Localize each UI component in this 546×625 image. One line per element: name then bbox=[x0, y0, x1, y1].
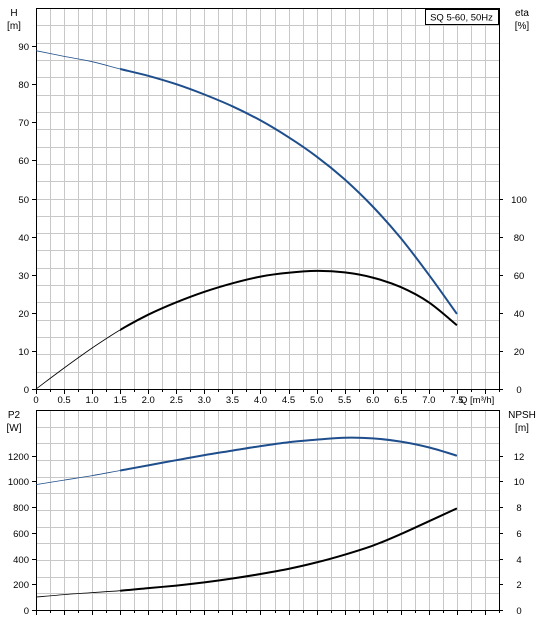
left-axis-unit: [W] bbox=[7, 423, 22, 434]
x-axis-tick-label: 6.5 bbox=[394, 395, 407, 406]
lower-panel: 0 200 400 600 800 1000 1200 0 2 4 6 8 10 12 P2 [W] NPSH [… bbox=[7, 410, 536, 617]
right-axis-tick-label: 10 bbox=[514, 477, 525, 488]
right-axis-tick-label: 12 bbox=[514, 452, 525, 463]
x-axis-tick-label: 1.0 bbox=[86, 395, 99, 406]
right-axis-tick-label: 100 bbox=[511, 195, 527, 206]
x-axis-tick-label: 7.5 bbox=[450, 395, 463, 406]
right-axis-unit: [m] bbox=[515, 423, 529, 434]
x-axis-tick-label: 5.0 bbox=[310, 395, 323, 406]
x-axis-tick-label: 2.5 bbox=[170, 395, 183, 406]
series-line-2 bbox=[120, 269, 458, 332]
plot-frame bbox=[36, 410, 500, 611]
x-axis-tick-label: 4.5 bbox=[282, 395, 295, 406]
left-axis-tick-label: 0 bbox=[24, 606, 29, 617]
x-axis-tick-label: 0 bbox=[33, 395, 38, 406]
left-axis-tick-label: 1200 bbox=[8, 452, 29, 463]
x-axis-tick-label: 1.5 bbox=[114, 395, 127, 406]
legend-box bbox=[425, 9, 499, 25]
right-axis-tick-label: 40 bbox=[514, 309, 525, 320]
right-axis-tick-label: 80 bbox=[514, 233, 525, 244]
x-axis-tick-label: 5.5 bbox=[338, 395, 351, 406]
left-axis-tick-label: 0 bbox=[24, 385, 29, 396]
x-axis-tick-label: 0.5 bbox=[57, 395, 70, 406]
right-axis-tick-label: 0 bbox=[516, 385, 521, 396]
x-axis-tick-label: 2.0 bbox=[142, 395, 155, 406]
left-axis-tick-label: 60 bbox=[18, 156, 29, 167]
right-axis-label: eta bbox=[515, 8, 529, 19]
right-axis-unit: [%] bbox=[515, 21, 530, 32]
left-axis-label: H bbox=[10, 8, 17, 19]
right-axis-tick-label: 0 bbox=[516, 606, 521, 617]
left-axis-tick-label: 30 bbox=[18, 271, 29, 282]
left-axis-label: P2 bbox=[8, 410, 21, 421]
series-line-1 bbox=[120, 67, 458, 315]
x-axis-label: Q [m³/h] bbox=[460, 395, 494, 406]
left-axis-tick-label: 1000 bbox=[8, 477, 29, 488]
left-axis-tick-label: 400 bbox=[13, 555, 29, 566]
left-axis-tick-label: 80 bbox=[18, 80, 29, 91]
right-axis-tick-label: 20 bbox=[514, 347, 525, 358]
right-axis-label: NPSH bbox=[508, 410, 536, 421]
left-axis-tick-label: 20 bbox=[18, 309, 29, 320]
x-axis-tick-label: 3.5 bbox=[226, 395, 239, 406]
left-axis-tick-label: 10 bbox=[18, 347, 29, 358]
x-axis-tick-label: 6.0 bbox=[366, 395, 379, 406]
right-axis-tick-label: 6 bbox=[516, 529, 521, 540]
right-axis-tick-label: 2 bbox=[516, 580, 521, 591]
series-line-2 bbox=[120, 507, 458, 592]
left-axis-tick-label: 600 bbox=[13, 529, 29, 540]
upper-panel: 0 10 20 30 40 50 60 70 80 90 0 20 40 60 80 100 H [m] eta [%… bbox=[7, 8, 529, 406]
left-axis-tick-label: 70 bbox=[18, 118, 29, 129]
x-axis-tick-label: 7.0 bbox=[422, 395, 435, 406]
x-axis-tick-label: 4.0 bbox=[254, 395, 267, 406]
series-line-1 bbox=[120, 436, 458, 472]
left-axis-tick-label: 800 bbox=[13, 503, 29, 514]
right-axis-tick-label: 4 bbox=[516, 555, 521, 566]
left-axis-tick-label: 200 bbox=[13, 580, 29, 591]
chart-title: SQ 5-60, 50Hz bbox=[430, 13, 493, 24]
x-axis-tick-label: 3.0 bbox=[198, 395, 211, 406]
left-axis-tick-label: 40 bbox=[18, 233, 29, 244]
left-axis-tick-label: 90 bbox=[18, 42, 29, 53]
right-axis-tick-label: 60 bbox=[514, 271, 525, 282]
right-axis-tick-label: 8 bbox=[516, 503, 521, 514]
left-axis-unit: [m] bbox=[7, 21, 21, 32]
left-axis-tick-label: 50 bbox=[18, 195, 29, 206]
